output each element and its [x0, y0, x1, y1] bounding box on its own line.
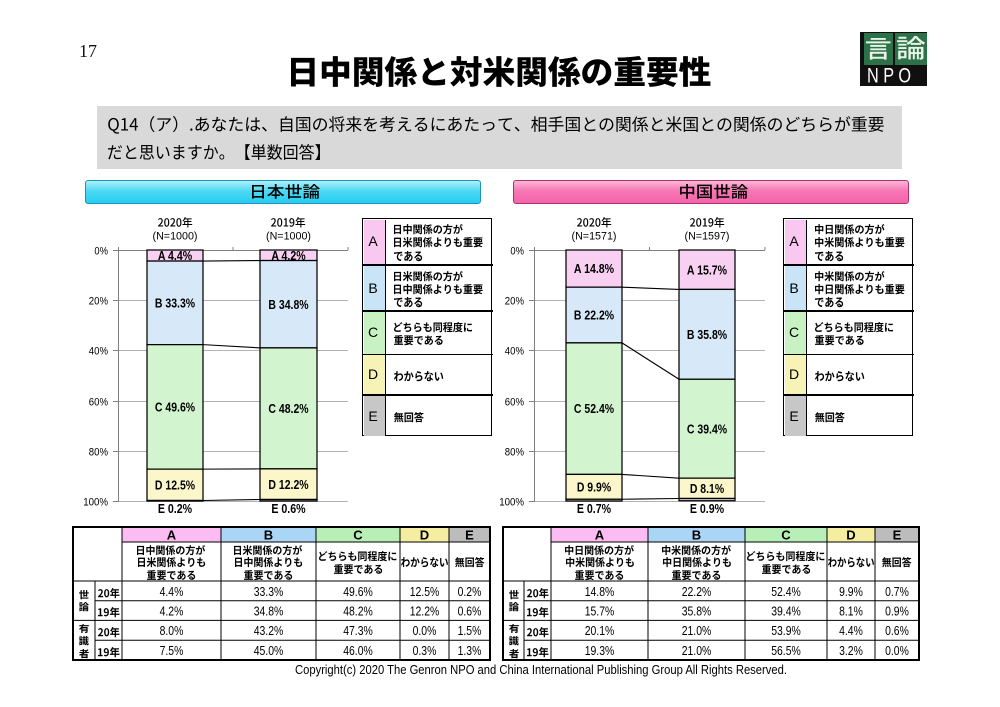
svg-text:39.4%: 39.4% [771, 603, 801, 618]
svg-text:20.1%: 20.1% [585, 623, 615, 638]
svg-text:1.3%: 1.3% [458, 643, 482, 658]
svg-text:40%: 40% [89, 345, 108, 357]
svg-text:15.7%: 15.7% [585, 603, 615, 618]
svg-text:9.9%: 9.9% [839, 584, 863, 599]
svg-text:0.2%: 0.2% [458, 584, 482, 599]
svg-text:8.0%: 8.0% [160, 623, 184, 638]
svg-text:7.5%: 7.5% [160, 643, 184, 658]
svg-text:C 48.2%: C 48.2% [268, 402, 308, 416]
svg-text:43.2%: 43.2% [254, 623, 284, 638]
svg-text:35.8%: 35.8% [682, 603, 712, 618]
svg-text:Copyright(c) 2020 The Genron N: Copyright(c) 2020 The Genron NPO and Chi… [295, 663, 787, 677]
svg-text:D: D [846, 527, 855, 542]
svg-text:N P O: N P O [867, 64, 911, 86]
svg-text:A 4.4%: A 4.4% [158, 249, 192, 263]
svg-text:0%: 0% [94, 245, 108, 257]
svg-text:(N=1000): (N=1000) [266, 231, 311, 243]
svg-text:45.0%: 45.0% [254, 643, 284, 658]
svg-text:80%: 80% [89, 446, 108, 458]
svg-text:49.6%: 49.6% [343, 584, 373, 599]
svg-text:E 0.7%: E 0.7% [577, 502, 611, 516]
svg-text:B 22.2%: B 22.2% [574, 309, 614, 323]
svg-text:47.3%: 47.3% [343, 623, 373, 638]
svg-text:0.6%: 0.6% [458, 603, 482, 618]
svg-text:20%: 20% [505, 295, 524, 307]
svg-text:4.2%: 4.2% [160, 603, 184, 618]
svg-text:D 8.1%: D 8.1% [690, 482, 724, 496]
svg-text:33.3%: 33.3% [254, 584, 284, 599]
svg-text:E 0.9%: E 0.9% [690, 502, 724, 516]
svg-text:B 33.3%: B 33.3% [155, 296, 195, 310]
svg-text:8.1%: 8.1% [839, 603, 863, 618]
svg-text:C: C [353, 527, 363, 542]
svg-text:E 0.2%: E 0.2% [158, 502, 192, 516]
svg-text:D 9.9%: D 9.9% [577, 480, 611, 494]
svg-text:0.0%: 0.0% [413, 623, 437, 638]
svg-text:21.0%: 21.0% [682, 643, 712, 658]
svg-text:B: B [692, 527, 701, 542]
svg-text:100%: 100% [499, 496, 524, 508]
svg-text:0.0%: 0.0% [885, 643, 909, 658]
svg-text:E: E [465, 527, 474, 542]
svg-text:100%: 100% [83, 496, 108, 508]
svg-text:C: C [781, 527, 791, 542]
svg-text:60%: 60% [89, 396, 108, 408]
svg-text:19.3%: 19.3% [585, 643, 615, 658]
svg-text:0.9%: 0.9% [885, 603, 909, 618]
svg-text:A 4.2%: A 4.2% [271, 249, 305, 263]
svg-text:1.5%: 1.5% [458, 623, 482, 638]
svg-text:(N=1571): (N=1571) [572, 231, 617, 243]
svg-text:21.0%: 21.0% [682, 623, 712, 638]
svg-text:60%: 60% [505, 396, 524, 408]
svg-text:D: D [420, 527, 429, 542]
svg-text:(N=1597): (N=1597) [685, 231, 730, 243]
svg-text:53.9%: 53.9% [771, 623, 801, 638]
svg-text:22.2%: 22.2% [682, 584, 712, 599]
svg-text:52.4%: 52.4% [771, 584, 801, 599]
svg-text:A: A [167, 527, 177, 542]
svg-text:D 12.2%: D 12.2% [268, 478, 308, 492]
svg-text:12.5%: 12.5% [410, 584, 440, 599]
svg-text:14.8%: 14.8% [585, 584, 615, 599]
svg-text:0.7%: 0.7% [885, 584, 909, 599]
svg-text:B 34.8%: B 34.8% [268, 298, 308, 312]
svg-text:4.4%: 4.4% [160, 584, 184, 599]
svg-text:80%: 80% [505, 446, 524, 458]
svg-text:48.2%: 48.2% [343, 603, 373, 618]
svg-text:C 52.4%: C 52.4% [574, 402, 614, 416]
svg-text:0.6%: 0.6% [885, 623, 909, 638]
svg-text:E 0.6%: E 0.6% [271, 502, 305, 516]
svg-text:0.3%: 0.3% [413, 643, 437, 658]
svg-text:12.2%: 12.2% [410, 603, 440, 618]
svg-text:B: B [264, 527, 273, 542]
svg-text:C 49.6%: C 49.6% [155, 401, 195, 415]
svg-text:20%: 20% [89, 295, 108, 307]
svg-text:A: A [595, 527, 605, 542]
svg-text:(N=1000): (N=1000) [153, 231, 198, 243]
svg-text:40%: 40% [505, 345, 524, 357]
svg-text:3.2%: 3.2% [839, 643, 863, 658]
svg-text:B 35.8%: B 35.8% [687, 328, 727, 342]
svg-text:4.4%: 4.4% [839, 623, 863, 638]
svg-text:C 39.4%: C 39.4% [687, 422, 727, 436]
svg-text:34.8%: 34.8% [254, 603, 284, 618]
svg-text:A 15.7%: A 15.7% [687, 263, 727, 277]
svg-text:0%: 0% [510, 245, 524, 257]
svg-text:A 14.8%: A 14.8% [574, 262, 614, 276]
svg-text:D 12.5%: D 12.5% [155, 478, 195, 492]
svg-text:E: E [893, 527, 902, 542]
svg-text:46.0%: 46.0% [343, 643, 373, 658]
svg-text:56.5%: 56.5% [771, 643, 801, 658]
